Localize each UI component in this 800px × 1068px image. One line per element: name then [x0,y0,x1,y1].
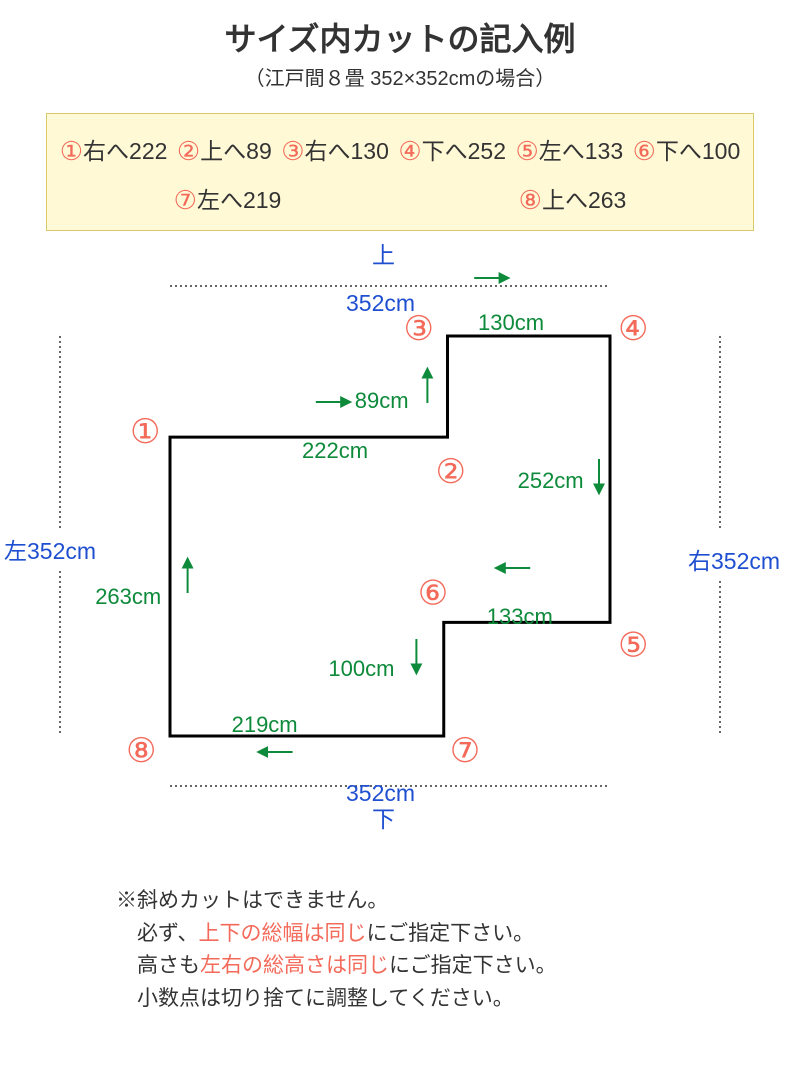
note-line-2: 必ず、上下の総幅は同じにご指定下さい。 [116,918,800,951]
legend-item: ⑤左へ133 [515,132,623,167]
svg-text:③: ③ [404,310,434,348]
svg-text:133cm: 133cm [487,604,553,629]
svg-text:252cm: 252cm [518,468,584,493]
svg-text:352cm: 352cm [346,780,415,806]
legend-item: ③右へ130 [281,132,389,167]
svg-text:⑦: ⑦ [450,732,480,770]
note-line-1: ※斜めカットはできません。 [116,885,800,918]
note-line-4: 小数点は切り捨てに調整してください。 [116,983,800,1016]
svg-text:⑧: ⑧ [126,732,156,770]
svg-text:④: ④ [618,310,648,348]
svg-text:⑤: ⑤ [618,626,648,664]
svg-text:130cm: 130cm [478,310,544,335]
page-title: サイズ内カットの記入例 [0,0,800,60]
legend-item: ②上へ89 [177,132,272,167]
svg-text:222cm: 222cm [302,438,368,463]
svg-text:⑥: ⑥ [418,574,448,612]
note-line-3: 高さも左右の総高さは同じにご指定下さい。 [116,950,800,983]
legend-box: ①右へ222 ②上へ89 ③右へ130 ④下へ252 ⑤左へ133 ⑥下へ100 ⑦左へ21… [46,113,754,231]
legend-item: ④下へ252 [398,132,506,167]
notes: ※斜めカットはできません。 必ず、上下の総幅は同じにご指定下さい。 高さも左右の… [116,885,800,1015]
svg-text:89cm: 89cm [355,388,409,413]
svg-text:263cm: 263cm [95,584,161,609]
cut-diagram: 上352cm352cm下左352cm右352cm①②③④⑤⑥⑦⑧222cm89c… [0,231,800,881]
svg-text:上: 上 [372,242,395,268]
diagram-svg: 上352cm352cm下左352cm右352cm①②③④⑤⑥⑦⑧222cm89c… [0,231,800,881]
svg-text:②: ② [436,453,466,491]
svg-text:下: 下 [372,806,395,832]
svg-text:100cm: 100cm [328,656,394,681]
svg-text:219cm: 219cm [232,712,298,737]
legend-item: ①右へ222 [60,132,168,167]
svg-text:左352cm: 左352cm [4,538,96,564]
page-subtitle: （江戸間８畳 352×352cmの場合） [0,62,800,91]
legend-item: ⑥下へ100 [633,132,741,167]
legend-item: ⑧上へ263 [519,181,627,216]
legend-item: ⑦左へ219 [174,181,282,216]
page: サイズ内カットの記入例 （江戸間８畳 352×352cmの場合） ①右へ222 ②… [0,0,800,1068]
svg-text:右352cm: 右352cm [688,548,780,574]
svg-text:①: ① [130,413,160,451]
